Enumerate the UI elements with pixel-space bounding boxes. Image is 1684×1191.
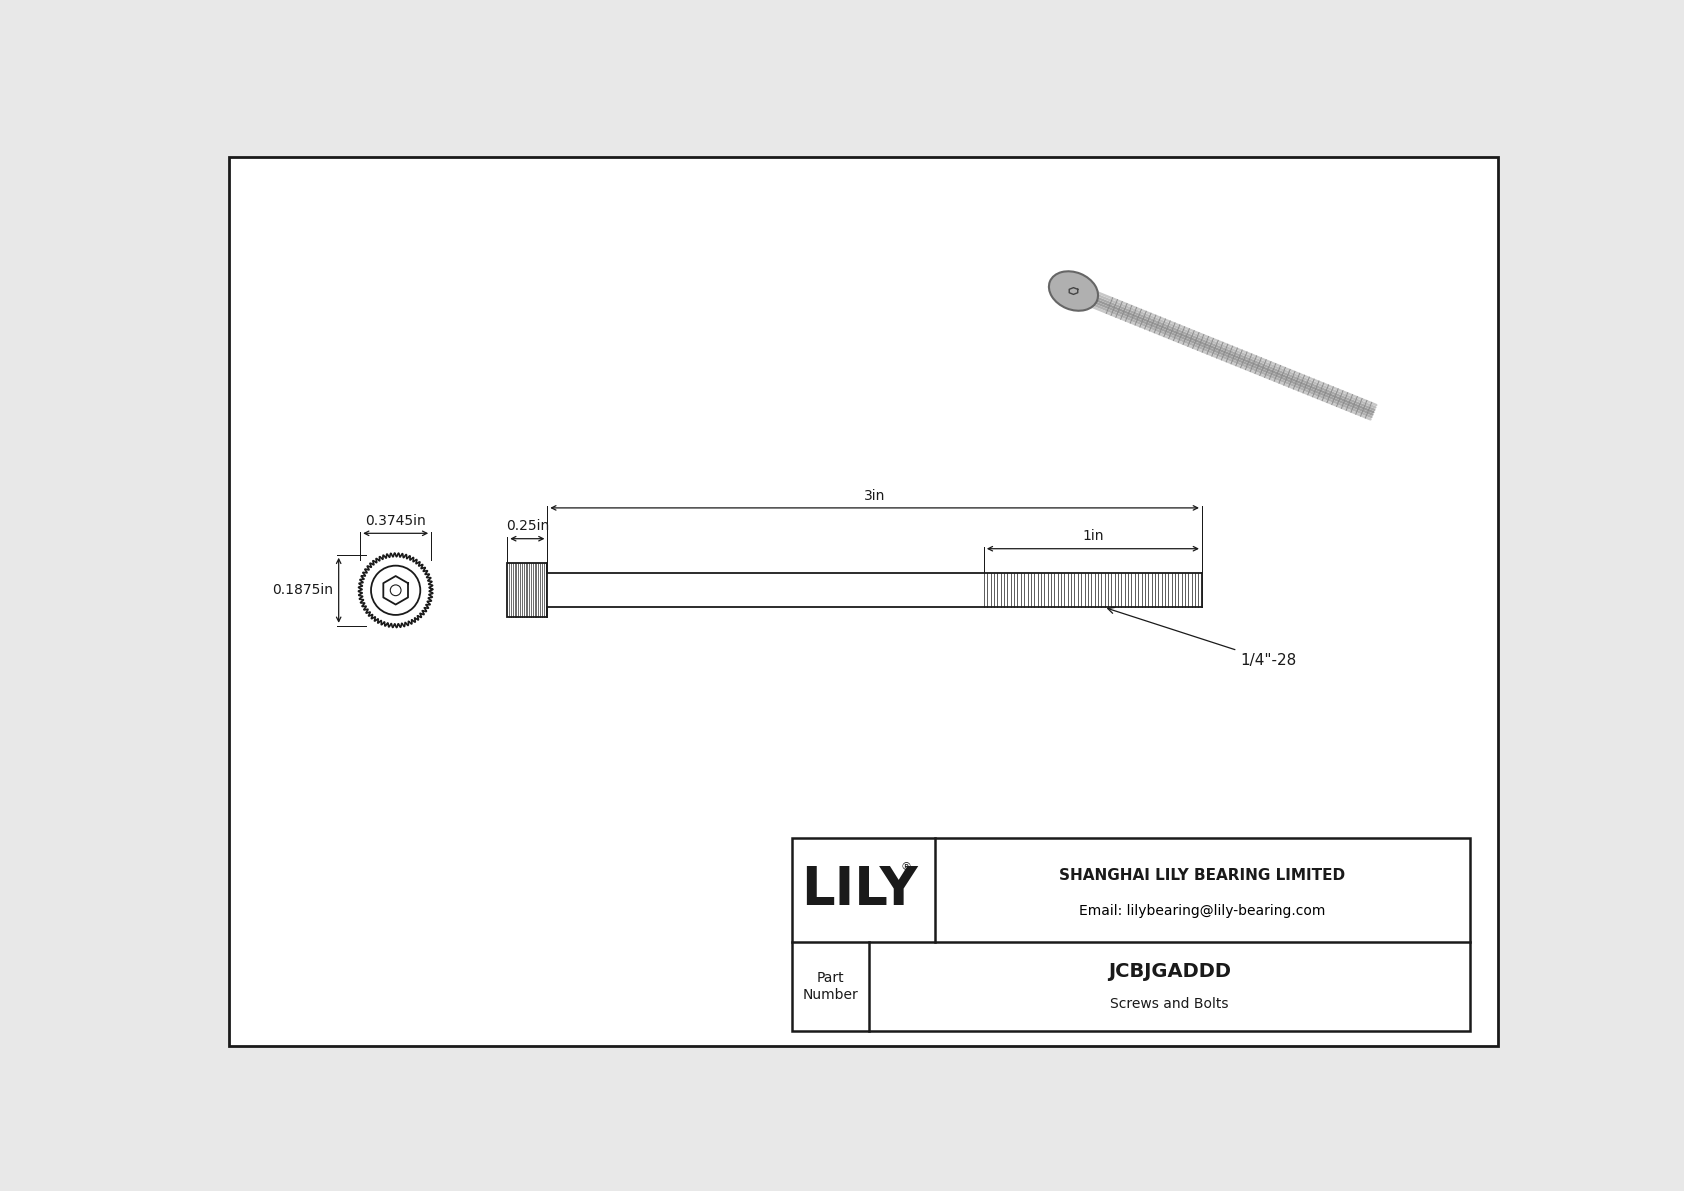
Text: 1/4"-28: 1/4"-28 — [1108, 607, 1297, 668]
Text: 3in: 3in — [864, 488, 886, 503]
Circle shape — [370, 566, 421, 615]
Text: Part
Number: Part Number — [803, 972, 859, 1002]
Ellipse shape — [1049, 272, 1098, 311]
Text: LILY: LILY — [802, 865, 918, 916]
Text: 1in: 1in — [1083, 529, 1103, 543]
Text: 0.3745in: 0.3745in — [365, 515, 426, 528]
Text: SHANGHAI LILY BEARING LIMITED: SHANGHAI LILY BEARING LIMITED — [1059, 868, 1346, 884]
Circle shape — [391, 585, 401, 596]
Text: JCBJGADDD: JCBJGADDD — [1108, 962, 1231, 981]
Bar — [791, 838, 1470, 1030]
Bar — [791, 838, 1470, 1030]
Text: Email: lilybearing@lily-bearing.com: Email: lilybearing@lily-bearing.com — [1079, 904, 1325, 918]
Text: 0.1875in: 0.1875in — [273, 584, 333, 598]
Text: 0.25in: 0.25in — [505, 519, 549, 534]
Text: Screws and Bolts: Screws and Bolts — [1110, 997, 1229, 1011]
Text: ®: ® — [901, 862, 911, 872]
Bar — [507, 563, 547, 617]
